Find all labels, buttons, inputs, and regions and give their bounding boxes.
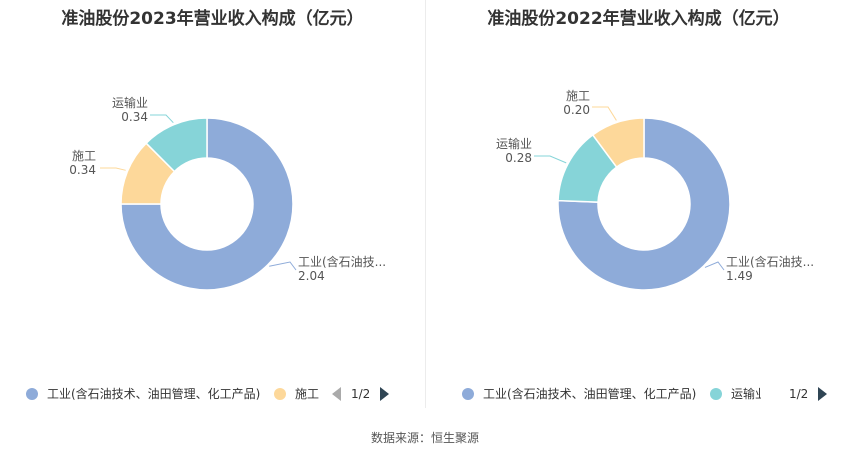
legend-marker-industry: [462, 388, 474, 400]
legend-item-industry[interactable]: 工业(含石油技术、油田管理、化工产品): [483, 387, 697, 401]
slice-3: [591, 117, 645, 169]
legend-item-industry[interactable]: 工业(含石油技术、油田管理、化工产品): [47, 387, 261, 401]
slice-label-1: 工业(含石油技...: [726, 254, 814, 269]
leader-line-3: [592, 106, 617, 121]
slice-value-2: 0.34: [69, 163, 96, 177]
slice-value-2: 0.28: [505, 151, 532, 165]
chart-panel-2023: 准油股份2023年营业收入构成（亿元） 工业(含石油技... 2.04 施工 0.34…: [0, 0, 425, 410]
legend: 工业(含石油技术、油田管理、化工产品) 施工 1/2: [0, 384, 425, 404]
chart-title: 准油股份2022年营业收入构成（亿元）: [487, 9, 790, 29]
chart-title: 准油股份2023年营业收入构成（亿元）: [61, 9, 364, 29]
leader-line-2: [100, 167, 126, 171]
legend: 工业(含石油技术、油田管理、化工产品) 运输业 1/2: [426, 384, 850, 404]
slice-3: [145, 117, 208, 173]
legend-prev-arrow-icon[interactable]: [332, 387, 341, 401]
slice-label-3: 运输业: [112, 95, 148, 110]
slice-value-1: 2.04: [298, 269, 325, 283]
slice-label-1: 工业(含石油技...: [298, 254, 386, 269]
legend-page-indicator: 1/2: [789, 387, 809, 401]
legend-page-indicator: 1/2: [351, 387, 371, 401]
leader-line-2: [534, 155, 567, 164]
legend-next-arrow-icon[interactable]: [818, 387, 827, 401]
legend-marker-transport: [710, 388, 722, 400]
slice-1: [120, 117, 294, 291]
slice-label-2: 运输业: [496, 136, 532, 151]
data-source-note: 数据来源：恒生聚源: [370, 431, 479, 445]
panel-divider: [425, 0, 426, 408]
slice-label-2: 施工: [72, 149, 96, 163]
slice-label-3: 施工: [566, 89, 590, 103]
legend-marker-industry: [26, 388, 38, 400]
legend-item-construction[interactable]: 施工: [295, 387, 320, 401]
slice-value-3: 0.34: [121, 110, 148, 124]
legend-item-transport[interactable]: 运输业: [731, 387, 761, 401]
slice-1: [557, 117, 731, 291]
slice-value-1: 1.49: [726, 269, 753, 283]
chart-panel-2022: 准油股份2022年营业收入构成（亿元） 工业(含石油技... 1.49 运输业 0.2…: [426, 0, 850, 410]
leader-line-1: [704, 261, 725, 271]
leader-line-1: [269, 261, 297, 271]
slice-value-3: 0.20: [563, 103, 590, 117]
legend-marker-construction: [274, 388, 286, 400]
leader-line-3: [150, 114, 174, 124]
legend-next-arrow-icon[interactable]: [380, 387, 389, 401]
